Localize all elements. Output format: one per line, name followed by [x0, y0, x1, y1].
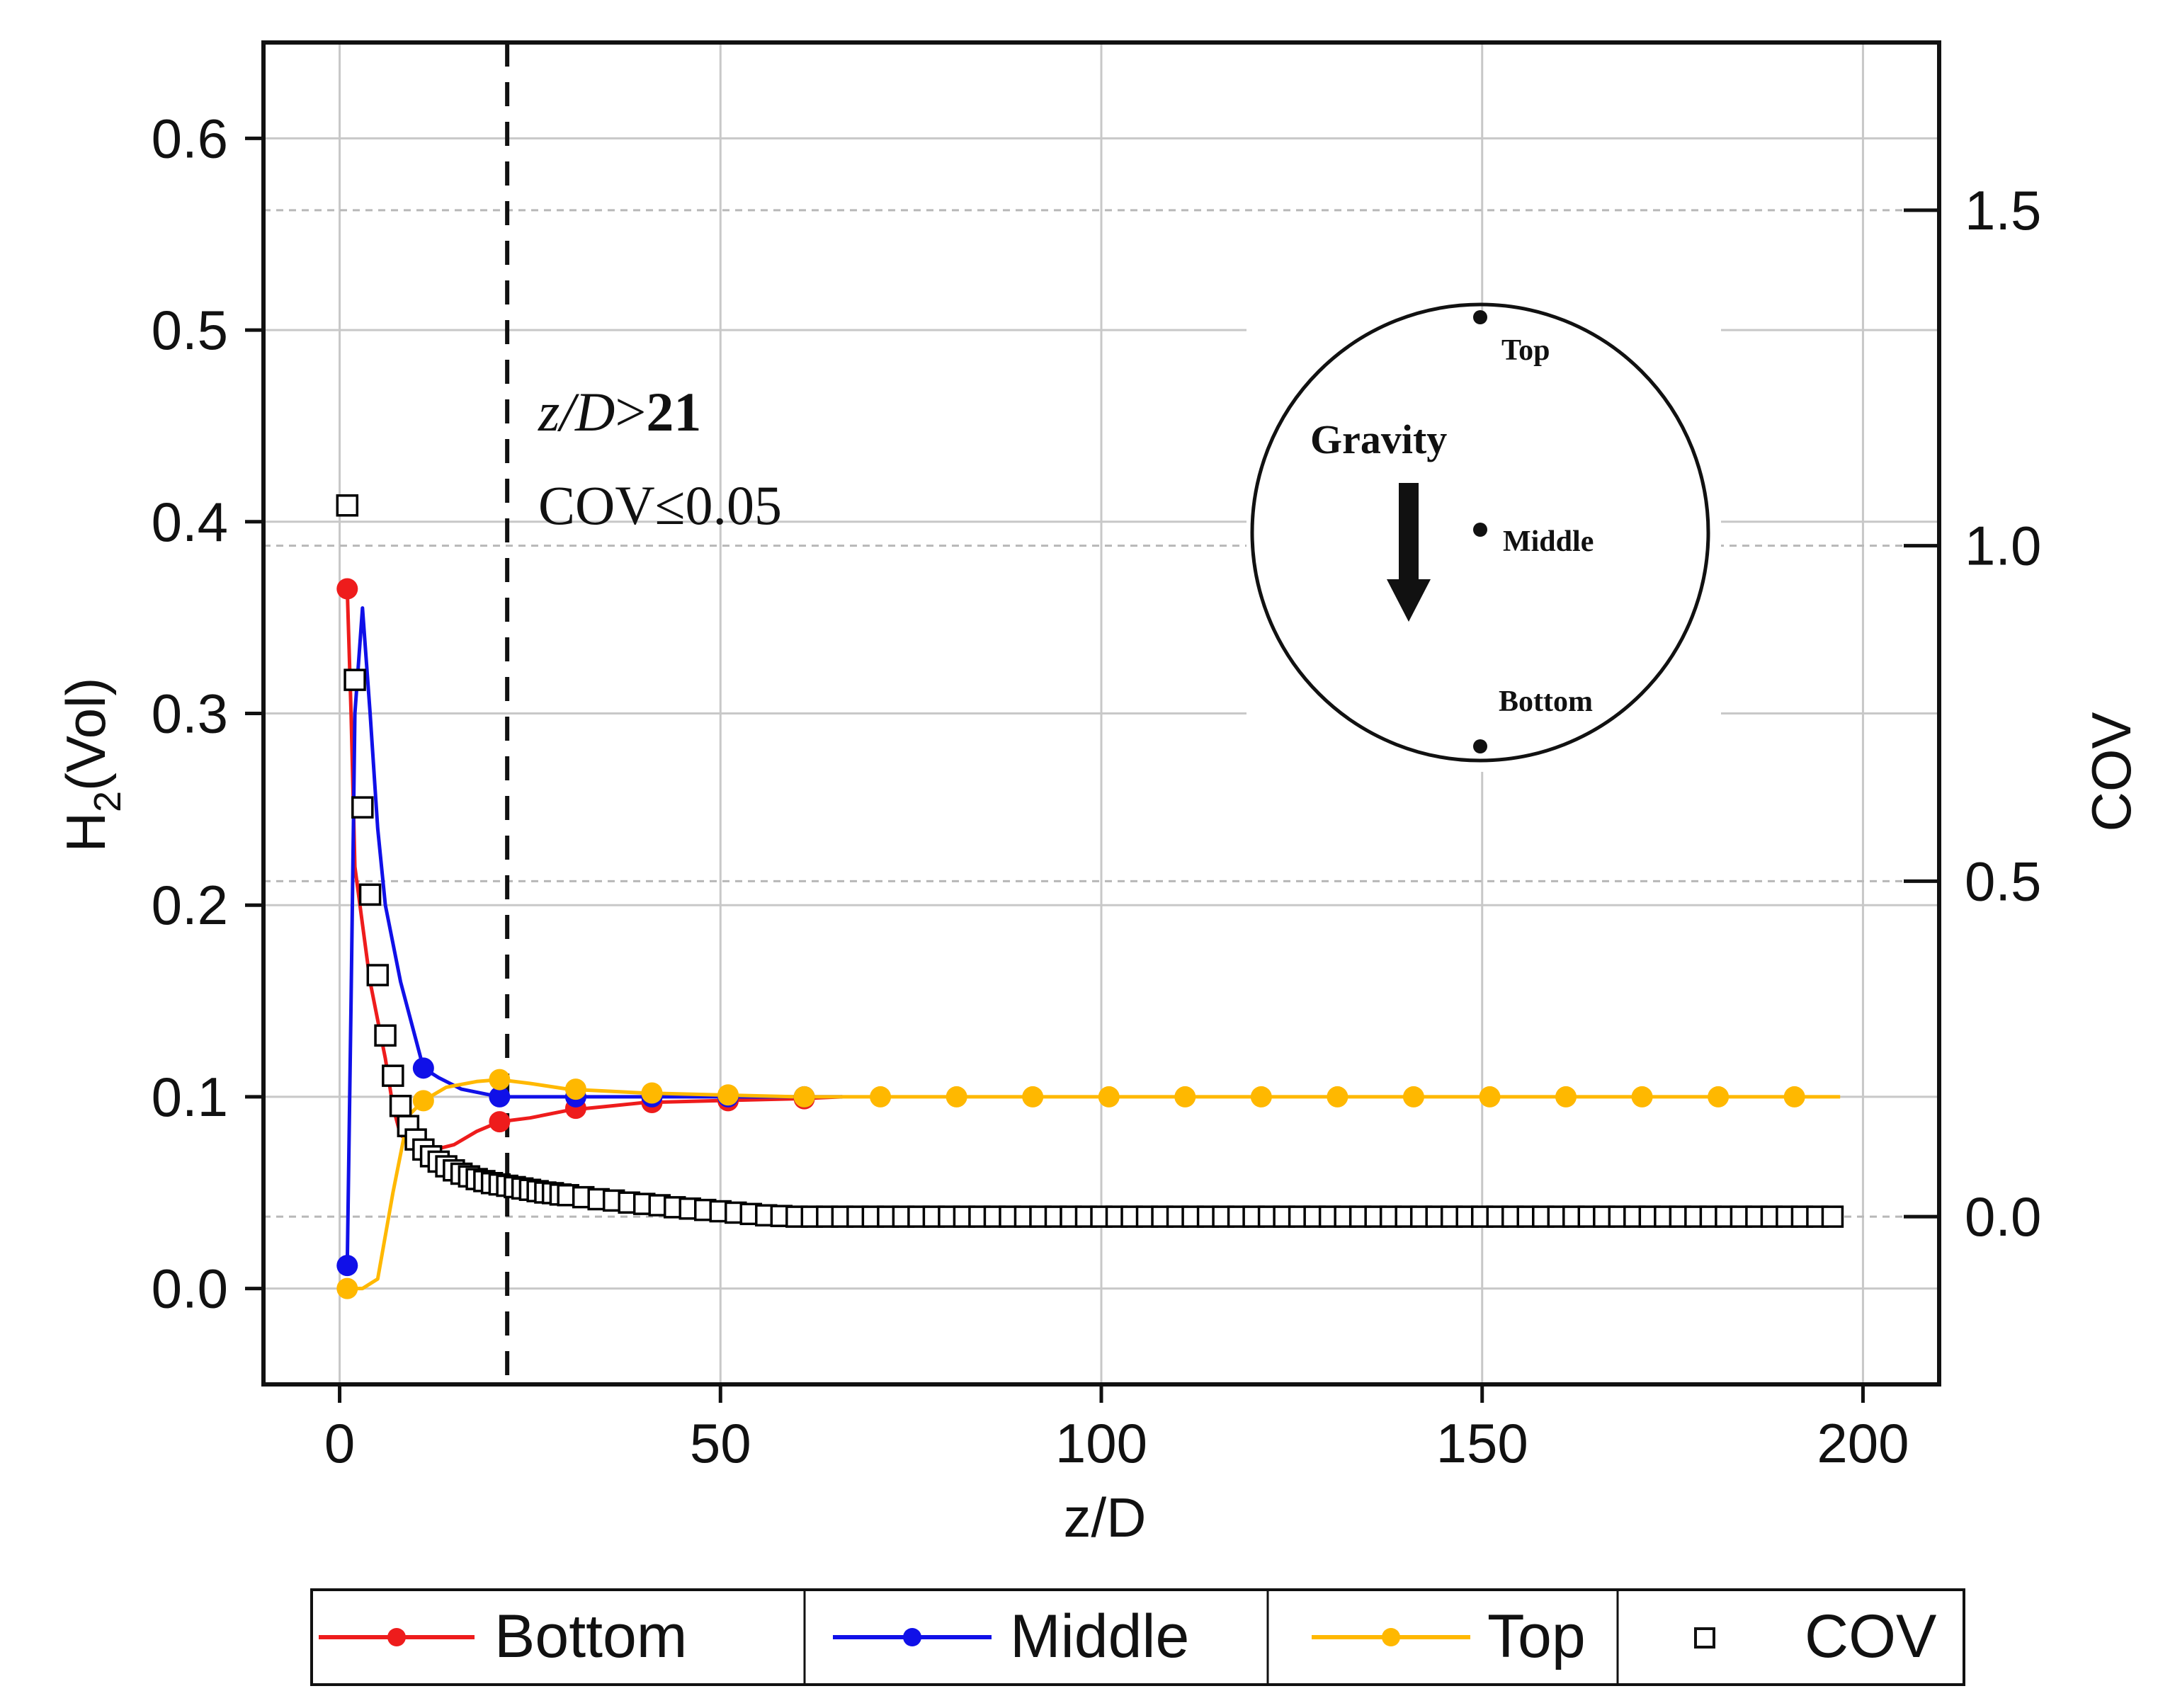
data-point-middle	[489, 1086, 511, 1108]
y-tick-label: 0.4	[152, 491, 228, 553]
data-point-top	[564, 1078, 586, 1100]
data-point-top	[1098, 1086, 1120, 1108]
legend-marker-middle	[903, 1628, 921, 1646]
threshold-annotation-line1: z/D>21	[538, 381, 701, 443]
pipe-circle	[1250, 302, 1710, 763]
data-point-cov	[351, 796, 374, 819]
data-point-top	[1250, 1086, 1272, 1108]
plot-markers	[336, 494, 1844, 1299]
data-point-cov	[1440, 1205, 1463, 1228]
x-tick-label: 200	[1817, 1412, 1909, 1474]
legend-label-bottom: Bottom	[494, 1602, 687, 1670]
x-tick-label: 50	[690, 1412, 751, 1474]
legend-box	[310, 1588, 1965, 1686]
data-point-cov	[358, 883, 382, 906]
data-point-cov	[1821, 1205, 1844, 1228]
x-tick-label: 0	[324, 1412, 355, 1474]
legend: Bottom Middle Top COV	[310, 1588, 1965, 1686]
gravity-arrow-icon	[1387, 579, 1431, 622]
legend-item-top: Top	[1312, 1602, 1586, 1670]
y-axis-title-main: H	[55, 812, 117, 852]
data-point-top	[1783, 1086, 1805, 1108]
y2-tick-label: 0.0	[1965, 1185, 2041, 1248]
y-tick-label: 0.1	[152, 1066, 228, 1128]
data-point-top	[412, 1090, 434, 1112]
inset-label-gravity: Gravity	[1310, 416, 1447, 462]
y-tick-label: 0.0	[152, 1258, 228, 1320]
data-point-top	[945, 1086, 967, 1108]
middle-point	[1473, 523, 1487, 537]
data-point-top	[870, 1086, 892, 1108]
annotation-value: 21	[646, 381, 701, 443]
data-point-cov	[374, 1024, 397, 1047]
data-point-cov	[336, 494, 359, 517]
legend-label-top: Top	[1487, 1602, 1586, 1670]
axes: 0 50 100 150 200 0.0 0.1 0.2 0.3 0.4 0.5 0.6 0.0 0.5 1…	[152, 40, 2041, 1474]
data-point-cov	[366, 964, 390, 986]
y-tick-label: 0.2	[152, 874, 228, 936]
threshold-annotation-line2: COV≤0.05	[538, 474, 782, 536]
legend-marker-top	[1382, 1628, 1400, 1646]
data-point-top	[1631, 1086, 1653, 1108]
data-point-top	[1022, 1086, 1044, 1108]
legend-item-cov: COV	[1694, 1602, 1936, 1670]
inset-label-bottom: Bottom	[1499, 685, 1593, 718]
data-point-top	[1327, 1086, 1348, 1108]
y2-tick-label: 1.0	[1965, 515, 2041, 577]
bottom-point	[1473, 739, 1487, 753]
data-point-top	[336, 1277, 358, 1299]
y-tick-label: 0.6	[152, 107, 228, 169]
gravity-arrow-shaft	[1399, 483, 1419, 582]
data-point-bottom	[489, 1111, 511, 1133]
legend-item-middle: Middle	[833, 1602, 1189, 1670]
data-point-cov	[382, 1064, 404, 1087]
y-axis-title-subscript: 2	[86, 791, 129, 812]
data-point-middle	[336, 1255, 358, 1277]
x-axis-title: z/D	[1064, 1486, 1147, 1549]
legend-marker-bottom	[387, 1628, 406, 1646]
annotation-operator: >	[615, 381, 646, 443]
series-line-top	[347, 1078, 1841, 1291]
inset-label-top: Top	[1501, 334, 1550, 367]
data-point-top	[1479, 1086, 1501, 1108]
y2-axis-title: COV	[2080, 712, 2142, 831]
y-tick-label: 0.5	[152, 299, 228, 361]
data-point-top	[1708, 1086, 1730, 1108]
x-tick-label: 100	[1055, 1412, 1147, 1474]
data-point-middle	[412, 1057, 434, 1079]
data-point-top	[641, 1082, 663, 1104]
data-point-top	[1174, 1086, 1196, 1108]
data-point-top	[1402, 1086, 1424, 1108]
data-point-cov	[389, 1095, 412, 1117]
data-point-top	[489, 1069, 511, 1091]
y-axis-title: H2(Vol)	[55, 678, 129, 853]
legend-item-bottom: Bottom	[319, 1602, 687, 1670]
annotation-zd: z/D	[538, 381, 615, 443]
data-point-top	[793, 1086, 815, 1108]
y-tick-label: 0.3	[152, 683, 228, 745]
pipe-cross-section-inset: Top Middle Bottom Gravity	[1246, 302, 1721, 772]
y2-tick-label: 1.5	[1965, 179, 2041, 241]
legend-marker-cov	[1694, 1627, 1715, 1649]
data-point-top	[1555, 1086, 1577, 1108]
data-point-top	[717, 1084, 739, 1106]
top-point	[1473, 310, 1487, 324]
data-point-bottom	[336, 578, 358, 600]
inset-label-middle: Middle	[1503, 525, 1594, 558]
legend-label-cov: COV	[1805, 1602, 1936, 1670]
y2-tick-label: 0.5	[1965, 850, 2041, 912]
x-tick-label: 150	[1436, 1412, 1528, 1474]
data-point-cov	[343, 668, 366, 691]
legend-label-middle: Middle	[1010, 1602, 1189, 1670]
y-axis-title-suffix: (Vol)	[55, 678, 117, 791]
